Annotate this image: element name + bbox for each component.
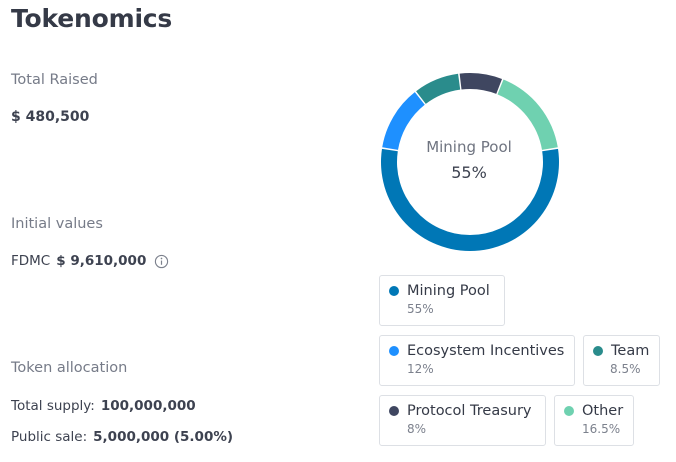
legend-dot (389, 346, 399, 356)
legend-item-label: Other (582, 403, 624, 419)
fdmc-value: $ 9,610,000 (56, 253, 147, 269)
donut-chart (381, 73, 559, 251)
legend-item-mining-pool[interactable]: Mining Pool 55% (379, 275, 505, 326)
donut-slice-team[interactable] (416, 73, 461, 104)
legend-item-label: Mining Pool (407, 283, 490, 299)
fdmc-label: FDMC (11, 253, 51, 269)
page-title: Tokenomics (11, 4, 173, 33)
legend-item-other[interactable]: Other 16.5% (554, 395, 634, 446)
donut-slice-other[interactable] (497, 79, 558, 150)
legend-item-pct: 16.5% (582, 422, 621, 436)
total-raised-value: $ 480,500 (11, 109, 90, 125)
total-supply-value: 100,000,000 (100, 398, 196, 414)
total-supply-label: Total supply: (11, 398, 95, 414)
public-sale-value: 5,000,000 (5.00%) (93, 429, 234, 445)
legend-dot (389, 406, 399, 416)
legend-item-pct: 55% (407, 302, 434, 316)
legend-item-pct: 12% (407, 362, 434, 376)
initial-values-label: Initial values (11, 216, 103, 232)
legend-item-label: Protocol Treasury (407, 403, 532, 419)
donut-slice-mining-pool[interactable] (381, 148, 559, 251)
info-circle-icon[interactable] (154, 254, 169, 269)
donut-slice-protocol-treasury[interactable] (459, 73, 503, 94)
public-sale-label: Public sale: (11, 429, 88, 445)
total-raised-label: Total Raised (11, 72, 98, 88)
legend-item-label: Team (611, 343, 650, 359)
legend-dot (564, 406, 574, 416)
donut-center-value: 55% (451, 163, 487, 182)
legend-item-label: Ecosystem Incentives (407, 343, 565, 359)
legend-dot (389, 286, 399, 296)
donut-center-name: Mining Pool (426, 138, 512, 156)
legend-dot (593, 346, 603, 356)
legend-item-pct: 8% (407, 422, 427, 436)
total-supply-row: Total supply: 100,000,000 (11, 398, 196, 414)
legend-item-team[interactable]: Team 8.5% (583, 335, 660, 386)
donut-slice-ecosystem-incentives[interactable] (382, 92, 425, 150)
legend-item-protocol-treasury[interactable]: Protocol Treasury 8% (379, 395, 546, 446)
public-sale-row: Public sale: 5,000,000 (5.00%) (11, 429, 233, 445)
legend-item-ecosystem-incentives[interactable]: Ecosystem Incentives 12% (379, 335, 575, 386)
token-allocation-label: Token allocation (11, 360, 128, 376)
legend-item-pct: 8.5% (610, 362, 641, 376)
fdmc-row: FDMC $ 9,610,000 (11, 253, 169, 269)
